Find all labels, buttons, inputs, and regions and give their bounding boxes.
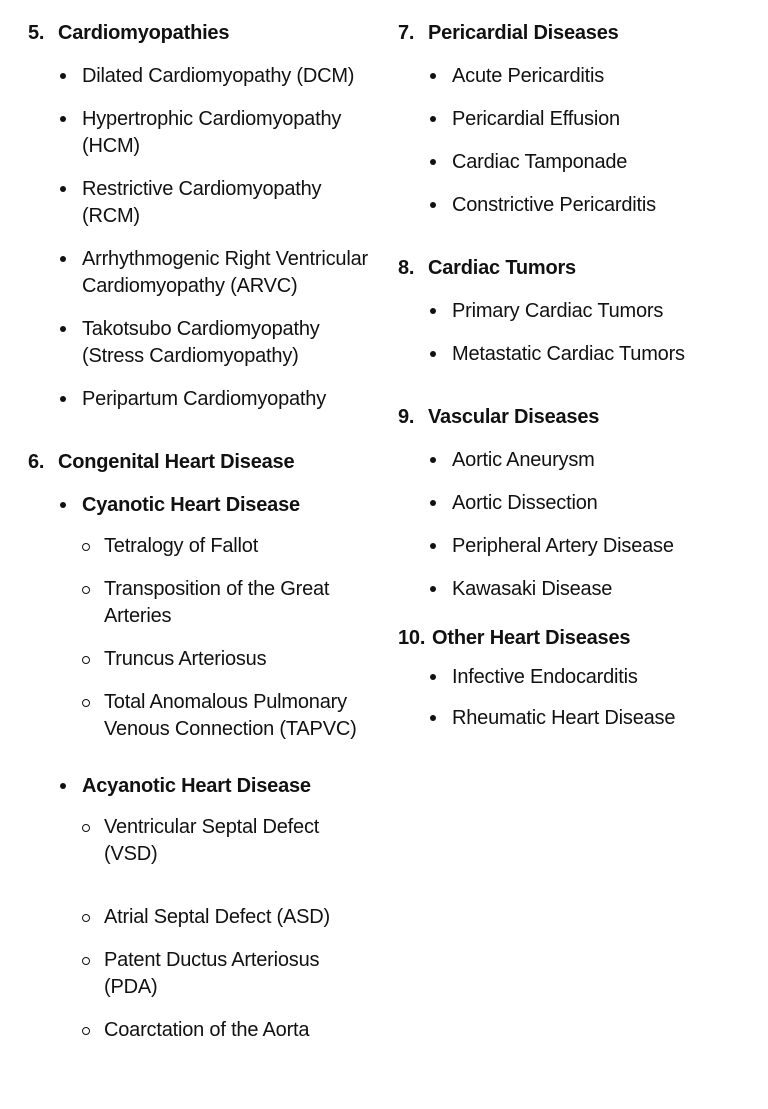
sub-item-list: Tetralogy of Fallot Transposition of the…	[82, 533, 370, 743]
section-header: 8. Cardiac Tumors	[398, 255, 740, 282]
list-item: Constrictive Pericarditis	[430, 192, 740, 219]
list-item: Peripheral Artery Disease	[430, 533, 740, 560]
item-list: Primary Cardiac Tumors Metastatic Cardia…	[398, 298, 740, 368]
list-item: Dilated Cardiomyopathy (DCM)	[60, 63, 370, 90]
section-number: 6.	[28, 449, 58, 476]
sub-item-list: Ventricular Septal Defect (VSD)	[82, 814, 370, 868]
sub-section-acyanotic: Acyanotic Heart Disease Ventricular Sept…	[60, 773, 370, 868]
list-item: Total Anomalous Pulmonary Venous Connect…	[82, 689, 370, 743]
list-item: Aortic Dissection	[430, 490, 740, 517]
item-list: Aortic Aneurysm Aortic Dissection Periph…	[398, 447, 740, 603]
section-title: Congenital Heart Disease	[58, 449, 370, 476]
list-item: Restrictive Cardiomyopathy (RCM)	[60, 176, 370, 230]
list-item: Truncus Arteriosus	[82, 646, 370, 673]
list-item: Takotsubo Cardiomyopathy (Stress Cardiom…	[60, 316, 370, 370]
sub-item-list: Atrial Septal Defect (ASD) Patent Ductus…	[60, 904, 370, 1044]
list-item: Patent Ductus Arteriosus (PDA)	[82, 947, 370, 1001]
section-other: 10. Other Heart Diseases Infective Endoc…	[398, 625, 740, 732]
list-item: Tetralogy of Fallot	[82, 533, 370, 560]
list-item: Pericardial Effusion	[430, 106, 740, 133]
section-number: 5.	[28, 20, 58, 47]
list-item: Aortic Aneurysm	[430, 447, 740, 474]
section-congenital: 6. Congenital Heart Disease Cyanotic Hea…	[28, 449, 370, 868]
list-item: Primary Cardiac Tumors	[430, 298, 740, 325]
list-item: Ventricular Septal Defect (VSD)	[82, 814, 370, 868]
list-item: Kawasaki Disease	[430, 576, 740, 603]
list-item: Rheumatic Heart Disease	[430, 705, 740, 732]
section-header: 7. Pericardial Diseases	[398, 20, 740, 47]
list-item: Infective Endocarditis	[430, 664, 740, 691]
section-vascular: 9. Vascular Diseases Aortic Aneurysm Aor…	[398, 404, 740, 603]
section-cardiomyopathies: 5. Cardiomyopathies Dilated Cardiomyopat…	[28, 20, 370, 413]
section-header: 5. Cardiomyopathies	[28, 20, 370, 47]
item-list: Infective Endocarditis Rheumatic Heart D…	[398, 664, 740, 732]
section-number: 10.	[398, 625, 432, 652]
section-header: 10. Other Heart Diseases	[398, 625, 740, 652]
section-header: 6. Congenital Heart Disease	[28, 449, 370, 476]
item-list: Cyanotic Heart Disease Tetralogy of Fall…	[28, 492, 370, 868]
section-tumors: 8. Cardiac Tumors Primary Cardiac Tumors…	[398, 255, 740, 368]
section-header: 9. Vascular Diseases	[398, 404, 740, 431]
item-list: Dilated Cardiomyopathy (DCM) Hypertrophi…	[28, 63, 370, 413]
section-title: Other Heart Diseases	[432, 625, 740, 652]
sub-title: Cyanotic Heart Disease	[82, 494, 300, 516]
sub-section-cyanotic: Cyanotic Heart Disease Tetralogy of Fall…	[60, 492, 370, 743]
section-number: 8.	[398, 255, 428, 282]
list-item: Coarctation of the Aorta	[82, 1017, 370, 1044]
item-list: Acute Pericarditis Pericardial Effusion …	[398, 63, 740, 219]
section-title: Pericardial Diseases	[428, 20, 740, 47]
list-item: Arrhythmogenic Right Ventricular Cardiom…	[60, 246, 370, 300]
section-number: 9.	[398, 404, 428, 431]
section-number: 7.	[398, 20, 428, 47]
list-item: Metastatic Cardiac Tumors	[430, 341, 740, 368]
section-title: Cardiac Tumors	[428, 255, 740, 282]
list-item: Cardiac Tamponade	[430, 149, 740, 176]
list-item: Peripartum Cardiomyopathy	[60, 386, 370, 413]
list-item: Transposition of the Great Arteries	[82, 576, 370, 630]
list-item: Acute Pericarditis	[430, 63, 740, 90]
list-item: Hypertrophic Cardiomyopathy (HCM)	[60, 106, 370, 160]
section-title: Vascular Diseases	[428, 404, 740, 431]
section-pericardial: 7. Pericardial Diseases Acute Pericardit…	[398, 20, 740, 219]
sub-section-acyanotic-continued: Atrial Septal Defect (ASD) Patent Ductus…	[28, 904, 370, 1044]
list-item: Atrial Septal Defect (ASD)	[82, 904, 370, 931]
section-title: Cardiomyopathies	[58, 20, 370, 47]
sub-title: Acyanotic Heart Disease	[82, 775, 311, 797]
